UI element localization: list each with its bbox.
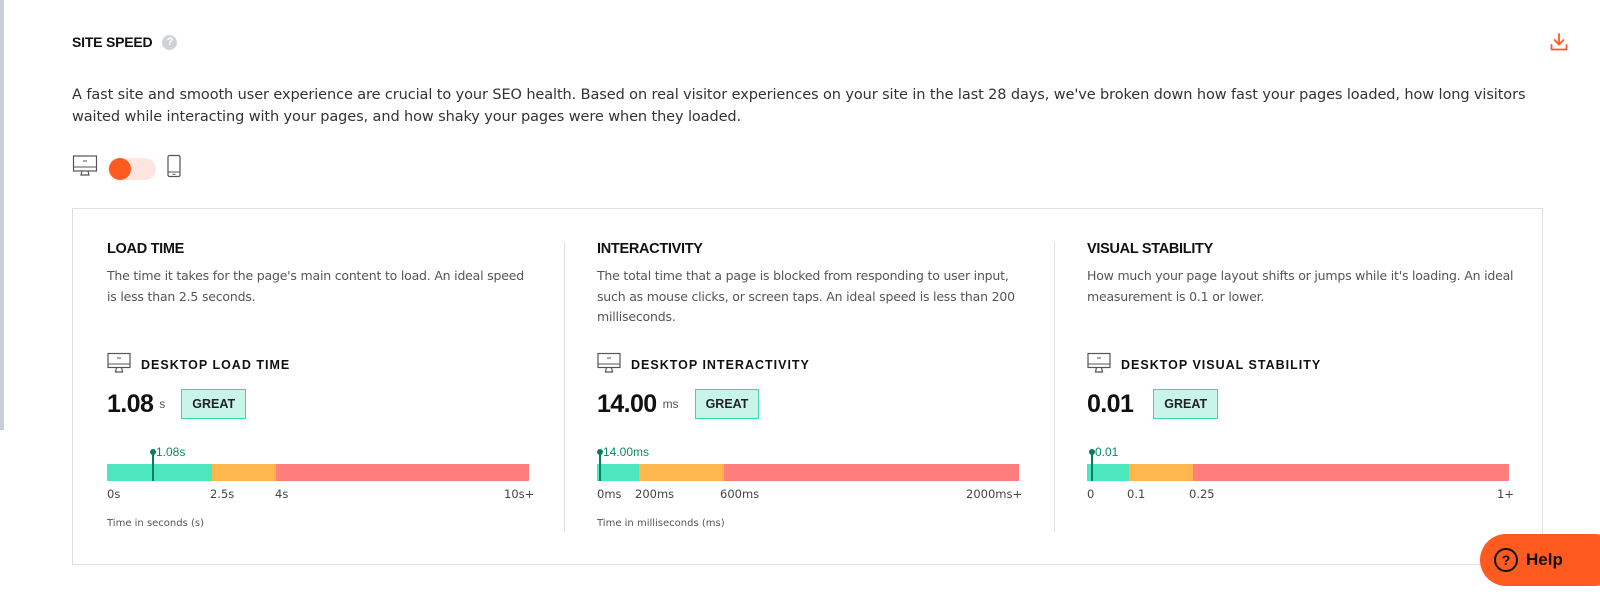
device-toggle (72, 154, 182, 183)
metric-value: 1.08 (107, 389, 154, 418)
metric-description: The total time that a page is blocked fr… (597, 268, 1015, 324)
metric-label-text: DESKTOP INTERACTIVITY (631, 357, 810, 372)
value-marker-dot (597, 449, 603, 455)
scale-bar (107, 464, 529, 481)
metric-description: How much your page layout shifts or jump… (1087, 268, 1514, 304)
metric-label: DESKTOP VISUAL STABILITY (1087, 352, 1321, 377)
help-icon: ? (1494, 548, 1518, 572)
tick-label: 10s+ (504, 487, 535, 501)
status-badge: GREAT (181, 389, 247, 419)
tick-label: 0s (107, 487, 121, 501)
metric-description: The time it takes for the page's main co… (107, 268, 524, 304)
metric-value-row: 14.00 ms GREAT (597, 389, 760, 419)
section-title: SITE SPEED (72, 34, 153, 50)
scale-bar (1087, 464, 1509, 481)
metric-title: VISUAL STABILITY (1087, 241, 1213, 257)
metric-title: INTERACTIVITY (597, 241, 703, 257)
metric-title: LOAD TIME (107, 241, 185, 257)
tick-label: 1+ (1497, 487, 1514, 501)
help-label: Help (1526, 550, 1563, 569)
section-intro: A fast site and smooth user experience a… (72, 87, 1526, 125)
metric-value: 14.00 (597, 389, 657, 418)
value-marker (152, 451, 154, 481)
help-button[interactable]: ? Help (1480, 534, 1600, 586)
value-marker-label: 14.00ms (603, 445, 650, 459)
tick-label: 0 (1087, 487, 1095, 501)
metric-value-row: 0.01 GREAT (1087, 389, 1219, 419)
tick-label: 600ms (720, 487, 760, 501)
tick-label: 200ms (635, 487, 675, 501)
axis-note: Time in milliseconds (ms) (597, 518, 725, 529)
tick-label: 2000ms+ (966, 487, 1023, 501)
left-rail (0, 0, 4, 430)
scale-segment-great (107, 464, 212, 481)
scale-segment-poor (1193, 464, 1509, 481)
metric-unit: ms (662, 397, 679, 411)
metrics-card: LOAD TIME The time it takes for the page… (72, 208, 1543, 565)
tick-label: 4s (275, 487, 289, 501)
desktop-icon[interactable] (72, 154, 98, 183)
scale-segment-needs-improvement (639, 464, 724, 481)
column-divider (1054, 242, 1055, 532)
value-marker-dot (1089, 449, 1095, 455)
metric-label: DESKTOP INTERACTIVITY (597, 352, 810, 377)
status-badge: GREAT (1153, 389, 1219, 419)
metric-value: 0.01 (1087, 389, 1134, 418)
column-divider (564, 242, 565, 532)
scale-bar (597, 464, 1019, 481)
scale-segment-needs-improvement (212, 464, 276, 481)
tick-label: 0ms (597, 487, 622, 501)
visual-stability-column: VISUAL STABILITY How much your page layo… (1087, 209, 1527, 564)
value-marker (599, 451, 601, 481)
value-marker (1091, 451, 1093, 481)
value-marker-label: 0.01 (1095, 445, 1119, 459)
metric-label-text: DESKTOP LOAD TIME (141, 357, 291, 372)
metric-unit: s (159, 397, 166, 411)
value-marker-label: 1.08s (156, 445, 186, 459)
tick-label: 0.25 (1189, 487, 1215, 501)
scale-segment-poor (724, 464, 1019, 481)
load-time-column: LOAD TIME The time it takes for the page… (107, 209, 547, 564)
metric-label-text: DESKTOP VISUAL STABILITY (1121, 357, 1322, 372)
axis-note: Time in seconds (s) (107, 518, 205, 529)
scale-segment-needs-improvement (1129, 464, 1193, 481)
status-badge: GREAT (694, 389, 760, 419)
tick-label: 2.5s (210, 487, 235, 501)
scale-segment-great (597, 464, 639, 481)
scale-segment-poor (276, 464, 529, 481)
toggle-knob (109, 157, 131, 180)
desktop-icon (1087, 352, 1111, 377)
scale-segment-great (1087, 464, 1129, 481)
desktop-icon (597, 352, 621, 377)
download-icon[interactable] (1548, 31, 1570, 53)
mobile-icon[interactable] (166, 154, 182, 183)
value-marker-dot (150, 449, 156, 455)
desktop-icon (107, 352, 131, 377)
metric-value-row: 1.08 s GREAT (107, 389, 247, 419)
section-header: SITE SPEED ? (72, 34, 178, 50)
interactivity-column: INTERACTIVITY The total time that a page… (597, 209, 1037, 564)
tick-label: 0.1 (1127, 487, 1146, 501)
metric-label: DESKTOP LOAD TIME (107, 352, 290, 377)
device-toggle-switch[interactable] (108, 157, 156, 180)
help-tooltip-icon[interactable]: ? (162, 34, 178, 50)
